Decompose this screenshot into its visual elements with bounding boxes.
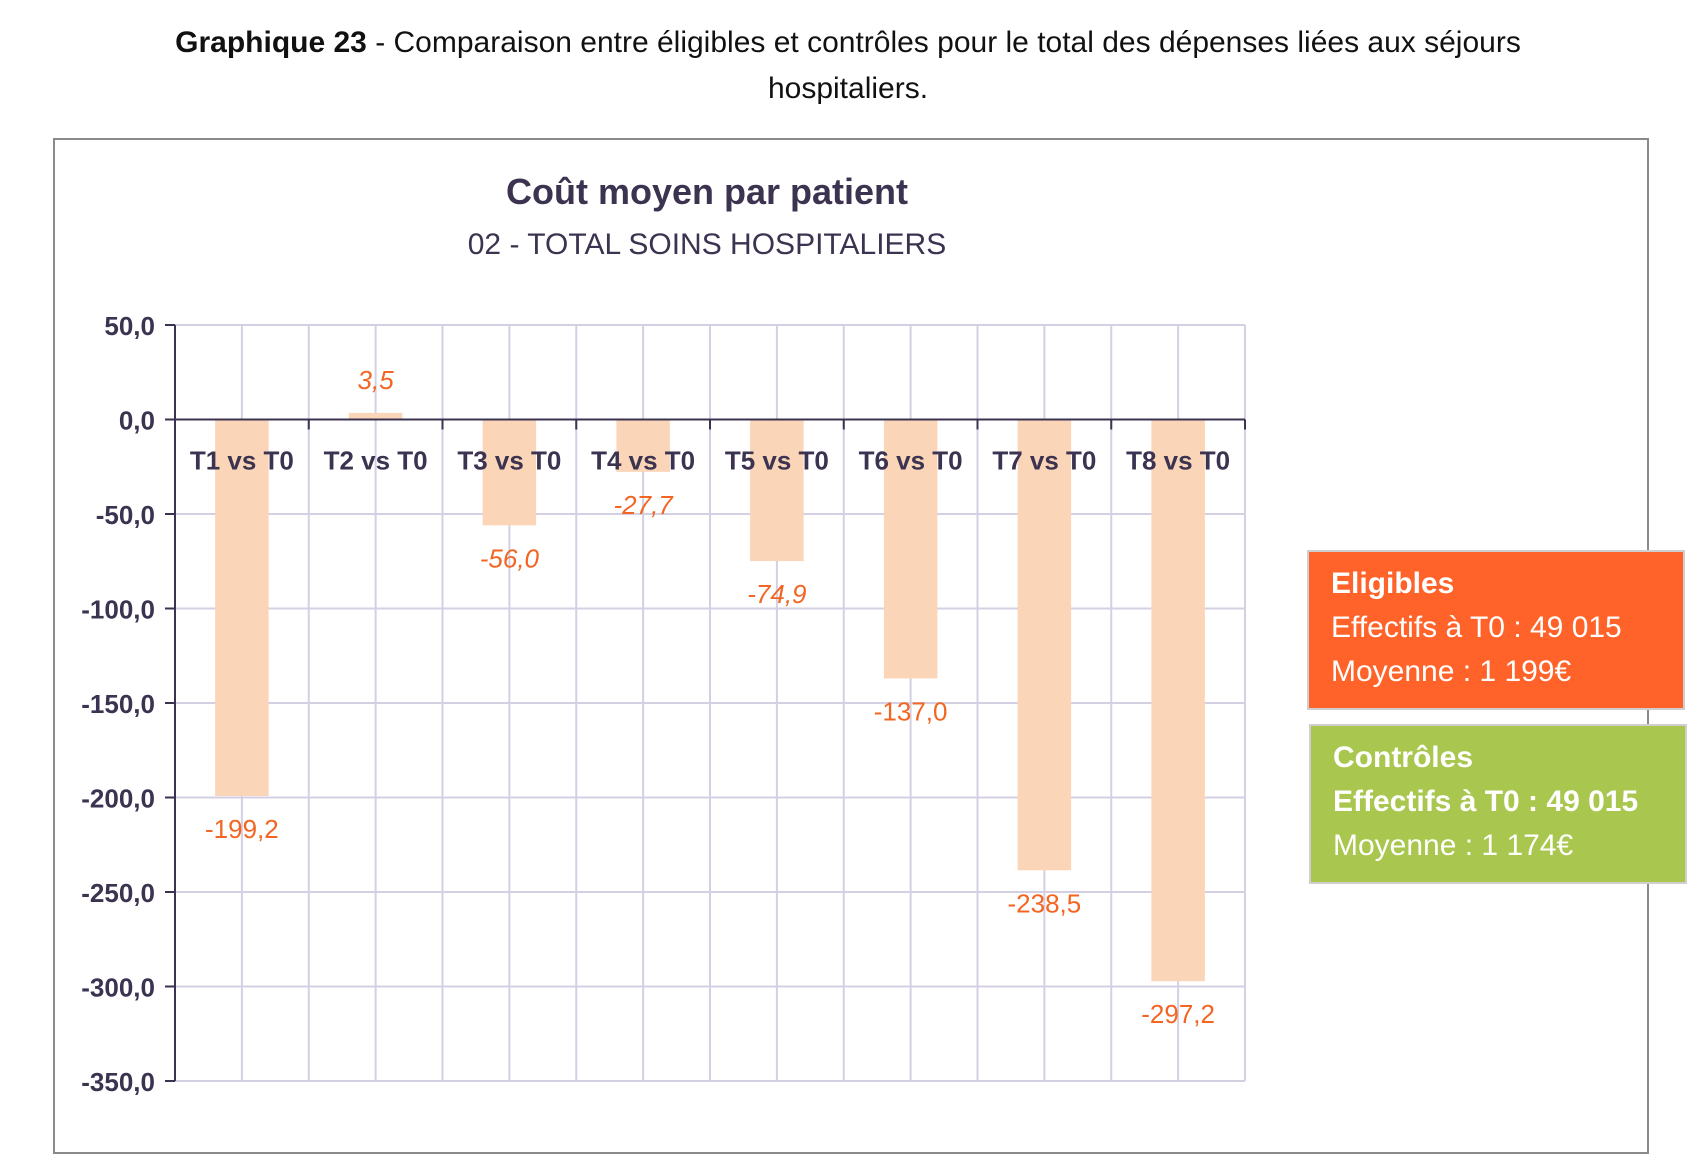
y-tick-label: -250,0: [81, 878, 155, 908]
legend-controles-effectifs: Effectifs à T0 : 49 015: [1333, 785, 1639, 818]
legend-controles-moyenne: Moyenne : 1 174€: [1333, 829, 1574, 862]
caption-text-1: - Comparaison entre éligibles et contrôl…: [366, 26, 1521, 59]
figure-caption: Graphique 23 - Comparaison entre éligibl…: [0, 20, 1696, 112]
y-tick-label: 50,0: [104, 311, 155, 341]
legend-eligibles-moyenne: Moyenne : 1 199€: [1331, 655, 1572, 688]
caption-line-1: Graphique 23 - Comparaison entre éligibl…: [0, 20, 1696, 66]
legend-eligibles: Eligibles Effectifs à T0 : 49 015 Moyenn…: [1307, 550, 1685, 710]
bar-3: [482, 419, 537, 526]
legend-controles-title: Contrôles: [1333, 741, 1474, 774]
data-label: -238,5: [1008, 888, 1082, 918]
data-labels: -199,2 3,5 -56,0 -27,7 -74,9 -137,0 -238,5 -297…: [205, 365, 1215, 1029]
axes: 50,0 0,0 -50,0 -100,0 -150,0 -200,0 -250,0 -300…: [81, 311, 1246, 1097]
data-label: -297,2: [1141, 999, 1215, 1029]
y-tick-label: -200,0: [81, 784, 155, 814]
y-tick-label: 0,0: [119, 406, 155, 436]
data-label: -74,9: [747, 579, 806, 609]
bar-chart: Coût moyen par patient 02 - TOTAL SOINS …: [81, 171, 1246, 1097]
bar-4: [616, 419, 670, 472]
category-label: T4 vs T0: [591, 446, 695, 476]
bar-2: [348, 412, 403, 420]
category-label: T1 vs T0: [190, 446, 294, 476]
data-label: -199,2: [205, 814, 279, 844]
caption-text-2: hospitaliers.: [767, 72, 929, 105]
legend-controles: Contrôles Effectifs à T0 : 49 015 Moyenn…: [1309, 724, 1687, 884]
category-label: T5 vs T0: [725, 446, 829, 476]
legend-eligibles-title: Eligibles: [1331, 567, 1455, 600]
bar-5: [750, 419, 804, 562]
data-label: -27,7: [613, 490, 674, 520]
category-label: T3 vs T0: [457, 446, 561, 476]
bar-8: [1151, 419, 1205, 982]
category-label: T8 vs T0: [1126, 446, 1230, 476]
data-label: -56,0: [480, 543, 540, 573]
bar-7: [1017, 419, 1072, 871]
y-tick-label: -150,0: [81, 689, 155, 719]
chart-frame: Coût moyen par patient 02 - TOTAL SOINS …: [53, 138, 1687, 1154]
bar-6: [883, 419, 938, 679]
chart-title: Coût moyen par patient: [506, 171, 908, 212]
y-tick-label: -300,0: [81, 973, 155, 1003]
y-tick-label: -50,0: [96, 500, 155, 530]
data-label: 3,5: [358, 365, 395, 395]
y-tick-label: -350,0: [81, 1067, 155, 1097]
category-label: T7 vs T0: [992, 446, 1096, 476]
y-tick-label: -100,0: [81, 595, 155, 625]
grid: [174, 324, 1246, 1082]
category-label: T2 vs T0: [324, 446, 428, 476]
caption-label: Graphique 23: [175, 26, 367, 59]
legend-eligibles-effectifs: Effectifs à T0 : 49 015: [1331, 611, 1622, 644]
category-label: T6 vs T0: [859, 446, 963, 476]
chart-subtitle: 02 - TOTAL SOINS HOSPITALIERS: [468, 228, 946, 261]
data-label: -137,0: [874, 696, 948, 726]
bars: [215, 412, 1205, 982]
bar-1: [215, 419, 269, 796]
